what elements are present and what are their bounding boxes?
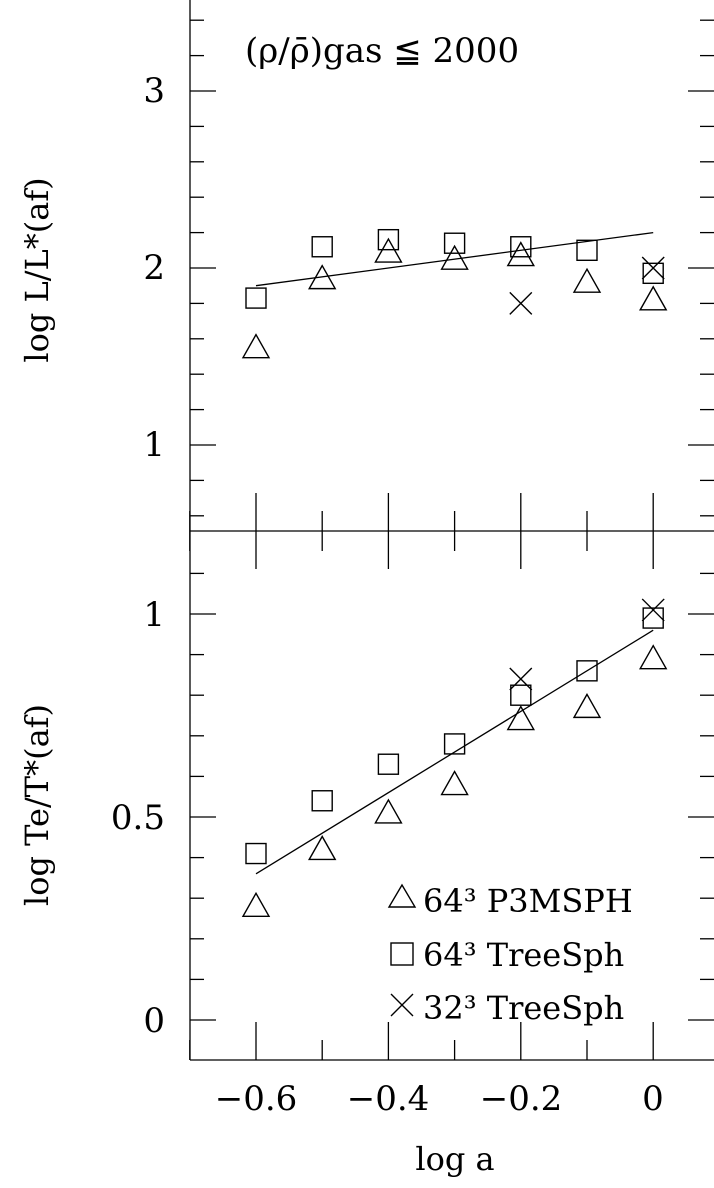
x-axis-title: log a <box>415 1140 494 1178</box>
top-y-tick-label-1: 1 <box>143 425 165 465</box>
bottom-triangle-point <box>241 891 271 918</box>
x-tick-label-neg-0-2: −0.2 <box>480 1079 563 1119</box>
bottom-y-axis-title: log Te/T*(af) <box>18 704 56 906</box>
legend-label-treesph-32: 32³ TreeSph <box>423 989 624 1027</box>
x-tick-label-neg-0-4: −0.4 <box>347 1079 430 1119</box>
top-triangle-point <box>308 264 337 290</box>
top-square-point <box>245 287 267 309</box>
bottom-y-tick-label-1: 1 <box>143 595 165 635</box>
bottom-fit-line <box>255 629 654 875</box>
bottom-triangle-point <box>308 835 337 861</box>
top-y-axis-title: log L/L*(af) <box>18 177 56 362</box>
top-triangle-point <box>374 237 403 263</box>
bottom-square-point <box>642 607 664 629</box>
top-triangle-point <box>639 285 668 311</box>
bottom-cross-point <box>509 667 533 691</box>
top-square-point <box>443 232 466 254</box>
density-annotation: (ρ/ρ̄)gas ≦ 2000 <box>245 31 519 71</box>
legend: 64³ P3MSPH 64³ TreeSph 32³ TreeSph <box>387 882 633 1027</box>
tick-marks <box>189 19 714 1060</box>
top-cross-point <box>509 291 533 315</box>
bottom-square-point <box>510 684 532 706</box>
bottom-triangle-point <box>572 692 602 719</box>
bottom-square-point <box>443 733 466 755</box>
bottom-triangle-point <box>440 770 469 796</box>
bottom-y-tick-label-0: 0 <box>143 1001 165 1041</box>
bottom-triangle-point <box>506 705 535 731</box>
top-square-point <box>642 262 664 285</box>
data-markers <box>241 228 668 918</box>
fit-lines <box>255 231 654 875</box>
top-triangle-point <box>506 241 535 267</box>
bottom-square-point <box>245 842 267 865</box>
top-square-point <box>576 239 598 262</box>
top-y-tick-label-2: 2 <box>143 248 165 288</box>
top-triangle-point <box>241 333 271 359</box>
annotation-text: (ρ/ρ̄)gas ≦ 2000 <box>245 31 519 71</box>
legend-label-p3msph: 64³ P3MSPH <box>423 882 633 920</box>
legend-cross-marker <box>390 993 414 1017</box>
bottom-cross-point <box>641 598 665 622</box>
top-triangle-point <box>572 267 602 293</box>
bottom-square-point <box>576 660 598 682</box>
bottom-y-tick-label-0-5: 0.5 <box>111 798 165 838</box>
legend-triangle-marker <box>387 883 417 908</box>
top-square-point <box>377 228 400 251</box>
top-cross-point <box>641 256 665 280</box>
x-tick-label-neg-0-6: −0.6 <box>215 1079 298 1119</box>
top-y-tick-label-3: 3 <box>143 71 165 111</box>
legend-square-marker <box>390 942 414 966</box>
top-triangle-point <box>440 244 469 270</box>
top-square-point <box>510 236 532 258</box>
bottom-triangle-point <box>374 798 403 824</box>
x-tick-label-0: 0 <box>642 1079 664 1119</box>
bottom-square-point <box>311 790 333 812</box>
top-square-point <box>311 236 333 258</box>
legend-label-treesph-64: 64³ TreeSph <box>423 936 624 974</box>
bottom-square-point <box>377 753 400 775</box>
bottom-triangle-point <box>639 644 668 670</box>
top-fit-line <box>255 231 654 287</box>
